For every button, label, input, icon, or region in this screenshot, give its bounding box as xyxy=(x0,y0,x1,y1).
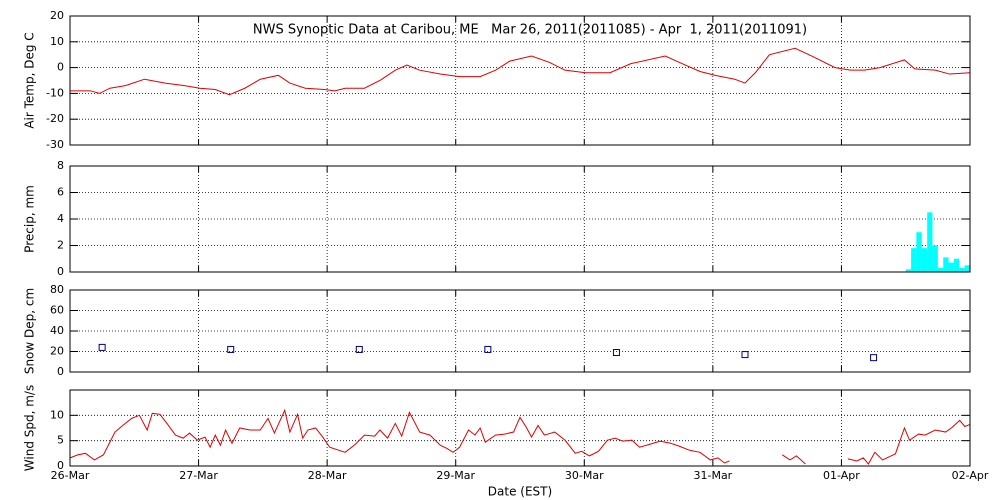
x-tick-label: 02-Apr xyxy=(952,469,989,482)
y-tick-label: -10 xyxy=(46,86,64,99)
bar xyxy=(964,265,970,272)
point xyxy=(612,349,620,357)
y-tick-label: 60 xyxy=(50,304,64,317)
x-tick-label: 27-Mar xyxy=(179,469,218,482)
x-tick-label: 31-Mar xyxy=(693,469,732,482)
y-tick-label: -20 xyxy=(46,112,64,125)
y-axis-label: Air Temp, Deg C xyxy=(23,32,37,128)
x-tick-label: 29-Mar xyxy=(436,469,475,482)
x-tick-label: 01-Apr xyxy=(823,469,860,482)
y-tick-label: 0 xyxy=(57,265,64,278)
y-tick-label: 10 xyxy=(50,35,64,48)
bar xyxy=(932,245,938,272)
plot-frame xyxy=(69,165,971,273)
y-axis-label: Precip, mm xyxy=(23,185,37,253)
y-tick-label: 0 xyxy=(57,365,64,378)
y-tick-label: 0 xyxy=(57,459,64,472)
y-axis-label: Snow Dep, cm xyxy=(23,288,37,374)
y-tick-label: 4 xyxy=(57,212,64,225)
x-tick-label: 28-Mar xyxy=(308,469,347,482)
y-tick-label: 20 xyxy=(50,345,64,358)
point xyxy=(484,345,492,353)
y-tick-label: 8 xyxy=(57,159,64,172)
bar xyxy=(953,258,960,272)
point xyxy=(741,351,749,359)
plot-frame xyxy=(69,15,971,146)
bar xyxy=(916,232,922,272)
bar xyxy=(911,248,917,272)
y-tick-label: 5 xyxy=(57,434,64,447)
y-tick-label: 40 xyxy=(50,324,64,337)
point xyxy=(870,354,878,362)
bar xyxy=(937,268,944,272)
y-tick-label: 2 xyxy=(57,239,64,252)
bar xyxy=(905,269,912,272)
point xyxy=(98,343,106,351)
point xyxy=(227,345,235,353)
bar xyxy=(948,262,954,272)
bar xyxy=(959,268,965,272)
data-line xyxy=(70,47,971,96)
point xyxy=(355,345,363,353)
x-tick-label: 30-Mar xyxy=(565,469,604,482)
bar xyxy=(921,248,928,272)
data-line xyxy=(69,408,971,465)
plot-frame xyxy=(69,289,971,373)
y-tick-label: -30 xyxy=(46,138,64,151)
plot-frame xyxy=(69,389,971,467)
y-axis-label: Wind Spd, m/s xyxy=(23,385,37,471)
y-tick-label: 10 xyxy=(50,408,64,421)
x-axis-label: Date (EST) xyxy=(488,485,552,499)
y-tick-label: 6 xyxy=(57,186,64,199)
x-tick-label: 26-Mar xyxy=(51,469,90,482)
bar xyxy=(943,257,949,272)
y-tick-label: 20 xyxy=(50,9,64,22)
y-tick-label: 80 xyxy=(50,283,64,296)
chart-title: NWS Synoptic Data at Caribou, ME Mar 26,… xyxy=(253,23,807,38)
y-tick-label: 0 xyxy=(57,61,64,74)
bar xyxy=(927,212,933,272)
